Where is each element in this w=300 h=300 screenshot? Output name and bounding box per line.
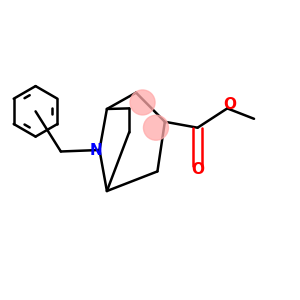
Circle shape bbox=[130, 90, 155, 115]
Text: O: O bbox=[192, 162, 205, 177]
Text: N: N bbox=[89, 142, 102, 158]
Text: O: O bbox=[223, 97, 236, 112]
Circle shape bbox=[143, 115, 168, 140]
